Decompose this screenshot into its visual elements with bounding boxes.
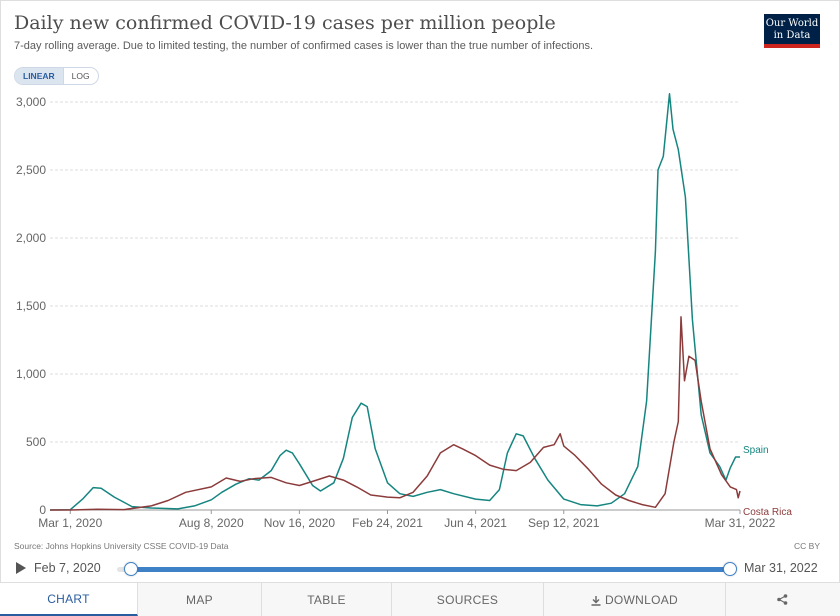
share-button[interactable]	[726, 583, 838, 616]
x-tick-label: Nov 16, 2020	[264, 516, 336, 530]
y-tick-label: 0	[39, 503, 46, 517]
timeline-start-handle[interactable]	[124, 562, 138, 576]
chart-title: Daily new confirmed COVID-19 cases per m…	[14, 12, 556, 34]
log-scale-button[interactable]: LOG	[71, 71, 90, 81]
tab-download[interactable]: DOWNLOAD	[544, 583, 726, 616]
series-line-spain[interactable]	[49, 93, 740, 511]
play-icon[interactable]	[16, 562, 26, 574]
linear-scale-button[interactable]: LINEAR	[15, 68, 64, 84]
tab-table[interactable]: TABLE	[262, 583, 392, 616]
series-label-spain[interactable]: Spain	[743, 445, 769, 456]
owid-logo[interactable]: Our World in Data	[764, 14, 820, 48]
series-label-costa-rica[interactable]: Costa Rica	[743, 507, 792, 518]
x-tick-label: Sep 12, 2021	[528, 516, 600, 530]
y-tick-label: 2,000	[16, 231, 46, 245]
timeline: Feb 7, 2020 Mar 31, 2022	[14, 558, 826, 580]
y-tick-label: 3,000	[16, 95, 46, 109]
license-link[interactable]: CC BY	[794, 541, 820, 551]
line-chart: 0 500 1,000 1,500 2,000 2,500 3,000 Mar 1, 202…	[16, 93, 792, 530]
series-line-costa-rica[interactable]	[50, 316, 741, 511]
download-icon	[591, 595, 601, 606]
share-icon	[776, 594, 787, 605]
x-tick-label: Mar 1, 2020	[38, 516, 102, 530]
source-note[interactable]: Source: Johns Hopkins University CSSE CO…	[14, 541, 229, 551]
series-layer	[49, 93, 741, 511]
y-tick-label: 1,500	[16, 299, 46, 313]
timeline-end-handle[interactable]	[723, 562, 737, 576]
timeline-start-label: Feb 7, 2020	[34, 561, 101, 575]
logo-accent-bar	[764, 44, 820, 48]
scale-toggle: LINEAR LOG	[14, 67, 99, 85]
x-tick-label: Feb 24, 2021	[352, 516, 423, 530]
tab-chart[interactable]: CHART	[0, 583, 138, 616]
tab-bar: CHART MAP TABLE SOURCES DOWNLOAD	[0, 582, 840, 616]
x-tick-label: Aug 8, 2020	[179, 516, 244, 530]
timeline-end-label: Mar 31, 2022	[744, 561, 818, 575]
tab-download-label: DOWNLOAD	[604, 592, 679, 607]
series-labels: Spain Costa Rica	[743, 445, 792, 518]
y-tick-label: 2,500	[16, 163, 46, 177]
tab-sources[interactable]: SOURCES	[392, 583, 544, 616]
x-tick-label: Jun 4, 2021	[444, 516, 507, 530]
x-tick-label: Mar 31, 2022	[705, 516, 776, 530]
logo-line-1: Our World	[765, 18, 819, 29]
x-axis: Mar 1, 2020 Aug 8, 2020 Nov 16, 2020 Feb 24…	[38, 509, 776, 530]
timeline-selected-range	[132, 567, 729, 572]
grid-layer: 0 500 1,000 1,500 2,000 2,500 3,000	[16, 95, 740, 517]
chart-subtitle: 7-day rolling average. Due to limited te…	[14, 40, 594, 52]
tab-map[interactable]: MAP	[138, 583, 262, 616]
y-tick-label: 500	[26, 435, 46, 449]
y-tick-label: 1,000	[16, 367, 46, 381]
logo-line-2: in Data	[773, 30, 811, 41]
